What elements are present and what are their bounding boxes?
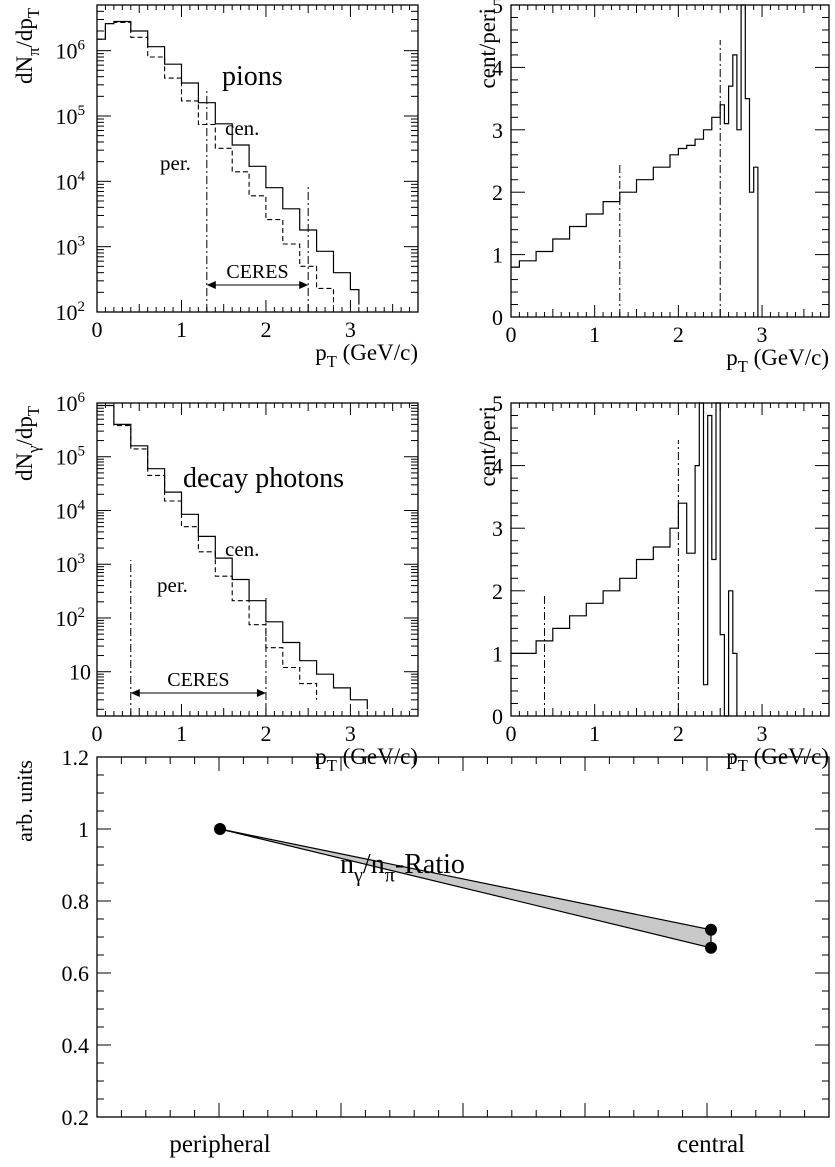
y-tick-label: 106 [56,38,86,64]
y-tick-label: 104 [56,497,86,523]
y-tick-label: 3 [492,118,503,143]
y-tick-label: 104 [56,168,86,194]
series-line-per [97,404,318,700]
x-tick-label: 3 [345,721,356,746]
x-axis-label: pT​ (GeV/c) [315,744,418,775]
x-tick-label: 1 [176,721,187,746]
ceres-arrow-head-left [130,689,140,697]
y-tick-label: 3 [492,516,503,541]
y-tick-label: 105 [56,103,86,129]
y-tick-label: 0.8 [62,889,90,914]
y-tick-label: 10 [69,660,91,685]
x-tick-label: 0 [92,721,103,746]
ceres-arrow-head-right [256,689,266,697]
x-tick-label: 2 [673,322,684,347]
category-label-peripheral: peripheral [169,1131,270,1158]
y-tick-label: 5 [492,391,503,416]
per-label: per. [160,151,191,175]
x-tick-label: 3 [757,721,768,746]
y-tick-label: 103 [56,234,86,260]
y-tick-label: 2 [492,180,503,205]
ceres-label: CERES [226,261,288,283]
y-tick-label: 102 [56,299,86,325]
series-line-per [97,21,335,307]
ceres-arrow-head-right [299,281,309,289]
y-tick-label: 1 [492,641,503,666]
y-tick-label: 105 [56,444,86,470]
y-tick-label: 0.2 [62,1105,90,1130]
plot-title: nγ​/nπ​-Ratio [340,849,465,886]
x-tick-label: 1 [589,322,600,347]
x-axis-label: pT​ (GeV/c) [726,744,829,775]
y-axis-label: dNγ​/dpT​ [12,406,43,481]
plot-title: pions [222,61,283,92]
cen-label: cen. [225,537,259,561]
pions-spectrum-plot: 0 1 2 3 102 103 104 105 106 CERES cen. per. pions dNπ… [12,4,419,371]
y-tick-label: 4 [492,55,503,80]
y-tick-label: 0.6 [62,961,90,986]
cen-label: cen. [225,116,259,140]
y-tick-label: 102 [56,605,86,631]
per-label: per. [157,573,188,597]
y-tick-label: 0.4 [62,1033,90,1058]
data-point-central [705,941,717,954]
series-line-cen [97,20,360,305]
x-tick-label: 0 [92,317,103,342]
x-tick-label: 2 [260,317,271,342]
series-line-ratio [511,4,759,317]
data-point-peripheral [214,823,226,835]
nratio-plot: 0.2 0.4 0.6 0.8 1 1.2 peripheral central nγ​/nπ​… [12,745,830,1158]
x-tick-label: 1 [176,317,187,342]
x-tick-label: 2 [673,721,684,746]
y-tick-label: 1 [492,243,503,268]
y-tick-label: 5 [492,0,503,18]
y-tick-label: 2 [492,579,503,604]
plot-title: decay photons [183,463,344,494]
category-label-central: central [677,1131,745,1158]
plot-frame [96,756,830,1118]
ratio-band [219,828,712,949]
y-axis-label: cent/peri [475,406,500,486]
series-line-ratio [511,402,738,717]
y-tick-label: 0 [492,305,503,330]
photons-spectrum-plot: 0 1 2 3 10 102 103 104 105 106 CERES cen. per. decay … [12,390,419,775]
y-axis-label: dNπ​/dpT​ [12,8,43,84]
plot-frame [510,402,830,717]
x-axis-label: pT​ (GeV/c) [726,345,829,376]
y-tick-label: 4 [492,454,503,479]
x-tick-label: 3 [757,322,768,347]
y-axis-label: cent/peri [475,8,500,88]
y-axis-label: arb. units [12,760,37,842]
x-tick-label: 0 [506,322,517,347]
y-tick-label: 106 [56,390,86,416]
x-tick-label: 1 [589,721,600,746]
x-tick-label: 3 [345,317,356,342]
y-tick-label: 0 [492,704,503,729]
ceres-arrow-head-left [206,281,216,289]
x-tick-label: 0 [506,721,517,746]
y-tick-label: 103 [56,551,86,577]
y-tick-label: 1.2 [62,745,90,770]
ceres-label: CERES [167,669,229,691]
y-tick-label: 1 [78,817,89,842]
x-axis-label: pT​ (GeV/c) [315,340,418,371]
data-point-central [705,923,717,936]
x-tick-label: 2 [260,721,271,746]
